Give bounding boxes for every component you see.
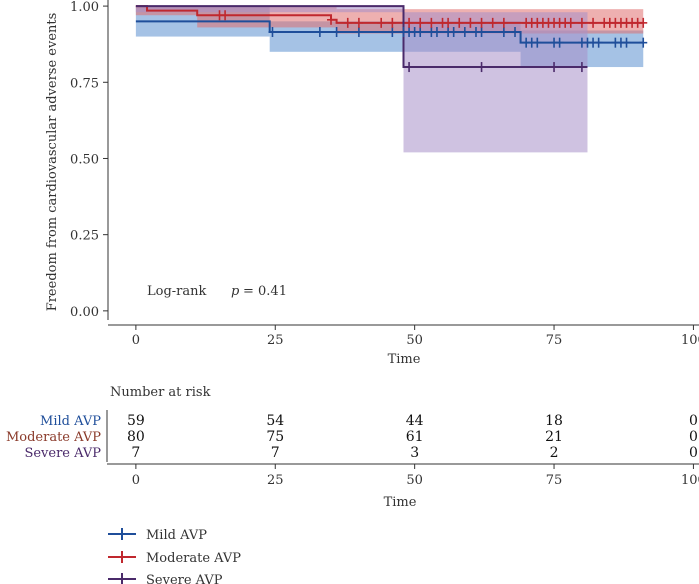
censor-mark xyxy=(427,17,436,28)
risk-cell: 61 xyxy=(406,429,424,445)
y-axis-label: Freedom from cardiovascular adverse even… xyxy=(45,13,60,312)
risk-x-tick-label: 25 xyxy=(267,473,284,488)
censor-mark xyxy=(622,37,631,48)
risk-axis: 0 25 50 75 100 xyxy=(106,410,699,488)
censor-mark xyxy=(639,17,648,28)
censor-mark xyxy=(315,27,324,37)
legend-label: Mild AVP xyxy=(146,528,207,543)
ci-band-severe-avp xyxy=(403,12,588,153)
censor-mark xyxy=(577,62,586,73)
risk-x-tick-label: 75 xyxy=(546,473,563,488)
x-tick-label: 50 xyxy=(406,333,423,348)
censor-mark xyxy=(388,17,397,28)
censor-mark xyxy=(577,17,586,28)
y-tick-label: 0.75 xyxy=(70,76,99,91)
x-axis-label: Time xyxy=(388,352,421,367)
censor-mark xyxy=(405,17,414,28)
x-tick-label: 0 xyxy=(132,333,140,348)
censor-mark xyxy=(343,17,352,28)
p-value: = 0.41 xyxy=(243,284,287,299)
risk-cell: 54 xyxy=(266,413,284,429)
ci-band-severe-avp xyxy=(135,6,404,13)
risk-cell: 75 xyxy=(266,429,284,445)
risk-cell: 0 xyxy=(689,445,698,461)
censor-mark xyxy=(268,27,277,37)
censor-mark xyxy=(444,17,453,28)
legend: Mild AVP Moderate AVP Severe AVP xyxy=(108,528,241,584)
x-tick-label: 100 xyxy=(681,333,699,348)
risk-cell: 2 xyxy=(550,445,559,461)
legend-item: Moderate AVP xyxy=(108,551,241,566)
risk-cell: 18 xyxy=(545,413,563,429)
legend-item: Mild AVP xyxy=(108,528,207,543)
censor-mark xyxy=(416,17,425,28)
risk-x-axis-label: Time xyxy=(384,495,417,510)
censor-mark xyxy=(455,17,464,28)
censor-mark xyxy=(594,37,603,48)
risk-cell: 80 xyxy=(127,429,145,445)
censor-mark xyxy=(511,27,520,37)
censor-mark xyxy=(354,17,363,28)
censor-mark xyxy=(449,27,458,37)
censor-mark xyxy=(416,27,425,37)
risk-cell: 44 xyxy=(406,413,424,429)
censor-mark xyxy=(377,17,386,28)
ci-bands xyxy=(135,6,644,153)
risk-x-tick-label: 50 xyxy=(406,473,423,488)
x-tick-label: 25 xyxy=(267,333,284,348)
risk-row-label: Moderate AVP xyxy=(6,430,101,445)
risk-cell: 0 xyxy=(689,429,698,445)
censor-mark xyxy=(221,10,230,21)
censor-mark xyxy=(488,17,497,28)
risk-row-label: Mild AVP xyxy=(40,414,101,429)
p-symbol: p xyxy=(231,284,240,299)
censor-mark xyxy=(533,37,542,48)
censor-mark xyxy=(589,17,598,28)
censor-mark xyxy=(432,27,441,37)
km-chart: 0.00 0.25 0.50 0.75 1.00 0 25 50 75 100 Freedom f… xyxy=(45,0,699,367)
y-tick-label: 0.50 xyxy=(70,152,99,167)
risk-cell: 59 xyxy=(127,413,145,429)
risk-cell: 3 xyxy=(410,445,419,461)
risk-cell: 0 xyxy=(689,413,698,429)
censor-mark xyxy=(332,27,341,37)
censor-mark xyxy=(499,17,508,28)
censor-marks xyxy=(215,10,648,73)
legend-item: Severe AVP xyxy=(108,573,223,584)
legend-label: Moderate AVP xyxy=(146,551,241,566)
censor-mark xyxy=(477,62,486,73)
censor-mark xyxy=(466,17,475,28)
censor-mark xyxy=(388,27,397,37)
censor-mark xyxy=(405,62,414,73)
curve-moderate-avp xyxy=(135,5,644,24)
y-tick-label: 0.25 xyxy=(70,229,99,244)
risk-cell: 7 xyxy=(271,445,280,461)
risk-x-tick-label: 100 xyxy=(681,473,699,488)
censor-mark xyxy=(499,27,508,37)
logrank-label: Log-rank xyxy=(147,284,207,299)
risk-x-tick-label: 0 xyxy=(132,473,140,488)
censor-mark xyxy=(477,17,486,28)
censor-mark xyxy=(354,27,363,37)
risk-row-label: Severe AVP xyxy=(24,446,101,461)
censor-mark xyxy=(460,27,469,37)
risk-cell: 7 xyxy=(131,445,140,461)
axes: 0.00 0.25 0.50 0.75 1.00 0 25 50 75 100 xyxy=(70,0,699,348)
x-tick-label: 75 xyxy=(546,333,563,348)
risk-rows: Mild AVP 59 54 44 18 0 Moderate AVP 80 75 61 21 0 Se… xyxy=(6,413,698,461)
y-tick-label: 1.00 xyxy=(70,0,99,15)
censor-mark xyxy=(327,14,336,25)
legend-label: Severe AVP xyxy=(146,573,223,584)
censor-mark xyxy=(555,37,564,48)
censor-mark xyxy=(477,27,486,37)
risk-table-title: Number at risk xyxy=(110,385,211,400)
risk-cell: 21 xyxy=(545,429,563,445)
censor-mark xyxy=(566,17,575,28)
censor-mark xyxy=(550,62,559,73)
y-tick-label: 0.00 xyxy=(70,305,99,320)
censor-mark xyxy=(639,37,648,48)
